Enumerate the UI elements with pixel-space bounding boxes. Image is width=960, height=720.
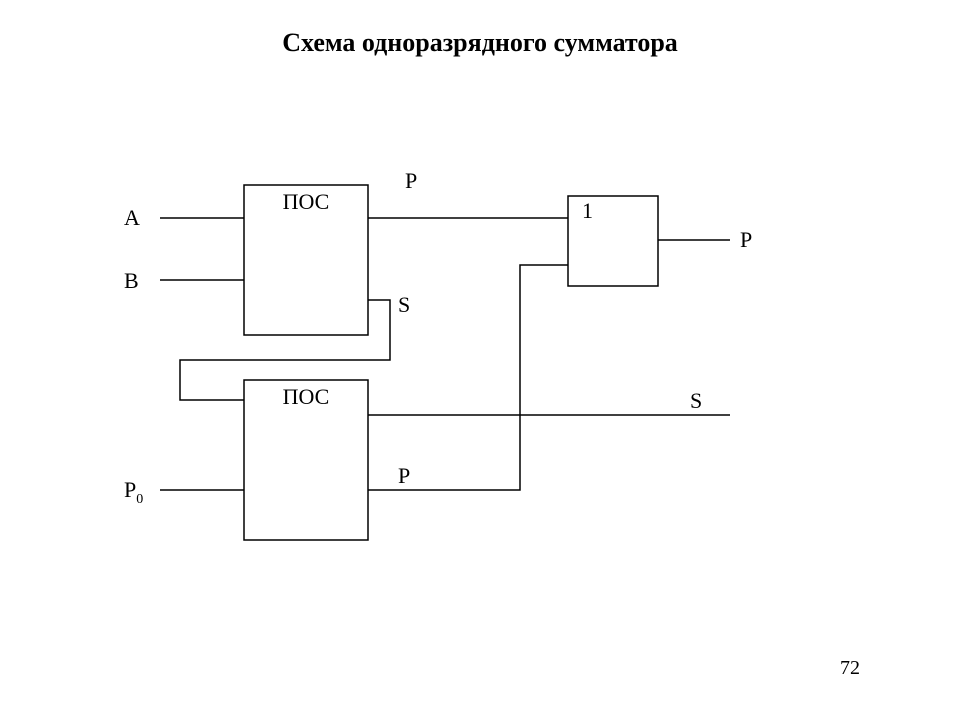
signal-label-0: A [124, 205, 140, 230]
block-label-pos1: ПОС [283, 189, 330, 214]
signal-label-1: B [124, 268, 139, 293]
signal-label-2: P0 [124, 477, 143, 507]
block-label-pos2: ПОС [283, 384, 330, 409]
signal-label-7: S [690, 388, 702, 413]
diagram-svg: ПОС ПОС 1 A B P0 P S P P S [0, 0, 960, 720]
signal-label-6: P [740, 227, 752, 252]
page-number: 72 [840, 657, 860, 680]
diagram-canvas: Схема одноразрядного сумматора ПОСПОС1AB… [0, 0, 960, 720]
block-label-or1: 1 [582, 198, 593, 223]
signal-label-3: P [405, 168, 417, 193]
signal-label-5: P [398, 463, 410, 488]
signal-label-4: S [398, 292, 410, 317]
